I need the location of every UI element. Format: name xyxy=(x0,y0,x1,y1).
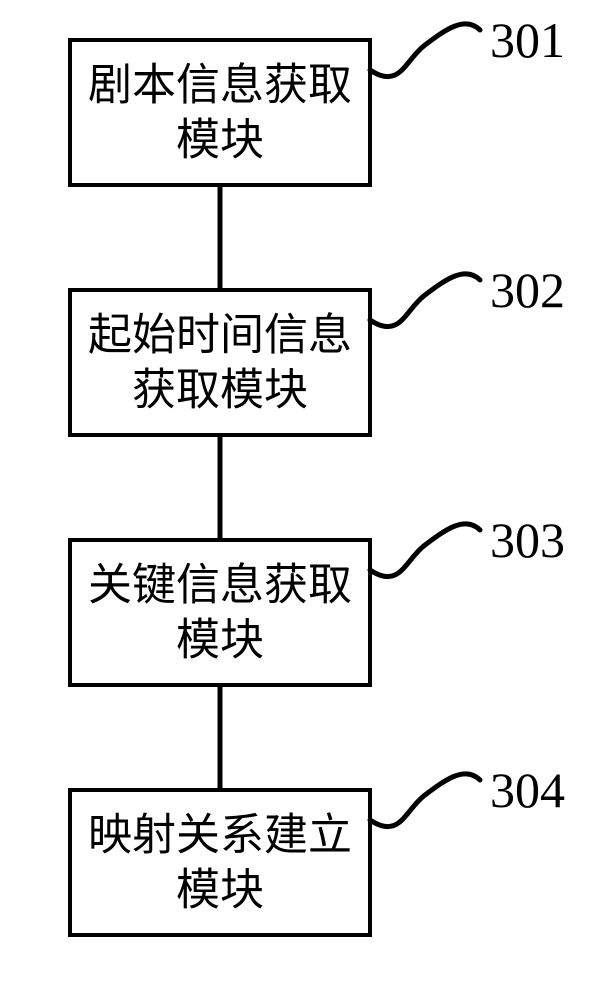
node-text-line: 映射关系建立 xyxy=(88,811,352,860)
node-text-line: 起始时间信息 xyxy=(88,311,352,360)
callout-connector xyxy=(370,24,480,77)
node-label: 303 xyxy=(490,512,565,568)
node-text-line: 剧本信息获取 xyxy=(88,61,352,110)
node-text-line: 模块 xyxy=(176,116,264,165)
callout-connector xyxy=(370,524,480,577)
flowchart-node: 映射关系建立模块 304 xyxy=(70,762,565,935)
flowchart-node: 起始时间信息获取模块 302 xyxy=(70,262,565,435)
flowchart-node: 关键信息获取模块 303 xyxy=(70,512,565,685)
node-text-line: 关键信息获取 xyxy=(88,561,352,610)
node-text-line: 模块 xyxy=(176,866,264,915)
callout-connector xyxy=(370,774,480,827)
node-label: 302 xyxy=(490,262,565,318)
flowchart-diagram: 剧本信息获取模块 301 起始时间信息获取模块 302 关键信息获取模块 303 映射关系建… xyxy=(0,0,602,1000)
node-label: 304 xyxy=(490,762,565,818)
flowchart-node: 剧本信息获取模块 301 xyxy=(70,12,565,185)
node-text-line: 获取模块 xyxy=(132,366,308,415)
callout-connector xyxy=(370,274,480,327)
node-text-line: 模块 xyxy=(176,616,264,665)
node-label: 301 xyxy=(490,12,565,68)
